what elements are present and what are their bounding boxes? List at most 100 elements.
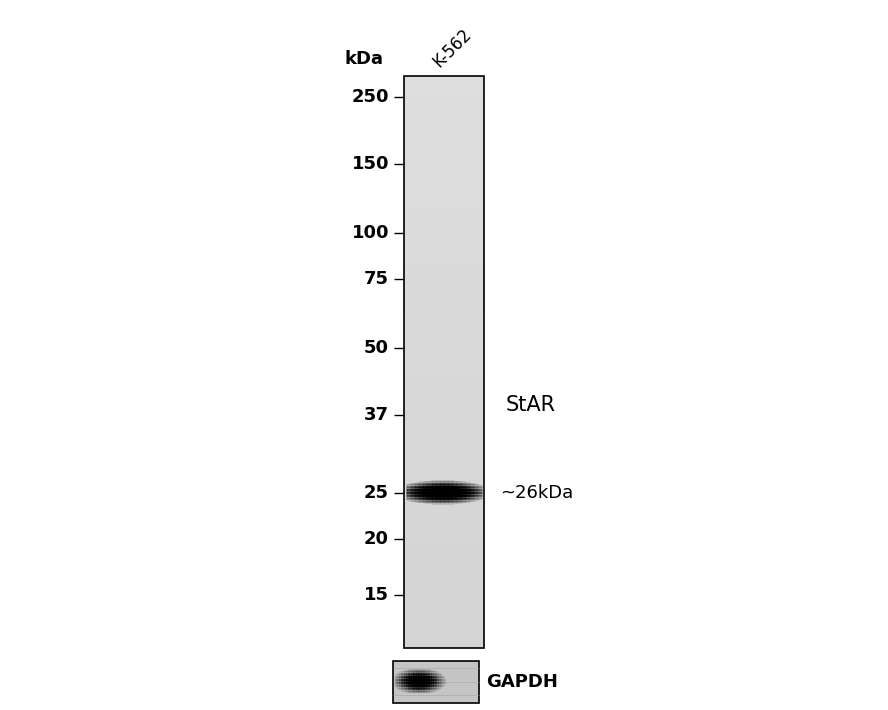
Bar bbox=[404, 224, 484, 226]
Bar bbox=[404, 494, 484, 496]
Text: 100: 100 bbox=[352, 224, 389, 242]
Bar bbox=[404, 242, 484, 244]
Bar bbox=[404, 112, 484, 114]
Bar bbox=[404, 278, 484, 280]
Bar bbox=[404, 509, 484, 511]
Bar bbox=[404, 125, 484, 127]
Bar bbox=[404, 351, 484, 353]
Bar bbox=[404, 322, 484, 324]
Bar bbox=[404, 230, 484, 232]
Bar bbox=[404, 614, 484, 616]
Bar bbox=[404, 114, 484, 116]
Bar bbox=[404, 469, 484, 471]
Bar bbox=[404, 343, 484, 345]
Bar bbox=[404, 198, 484, 200]
Bar bbox=[404, 567, 484, 568]
Bar bbox=[404, 205, 484, 207]
Text: 50: 50 bbox=[364, 339, 389, 357]
Bar bbox=[404, 116, 484, 118]
Bar bbox=[404, 391, 484, 393]
Bar bbox=[404, 99, 484, 101]
Bar bbox=[404, 160, 484, 162]
Text: StAR: StAR bbox=[506, 395, 556, 415]
Bar bbox=[404, 486, 484, 488]
Bar bbox=[404, 232, 484, 234]
Bar bbox=[404, 346, 484, 349]
Bar bbox=[404, 622, 484, 623]
Bar bbox=[404, 291, 484, 293]
Bar bbox=[404, 303, 484, 305]
Bar bbox=[404, 400, 484, 402]
Bar bbox=[404, 415, 484, 417]
Bar bbox=[404, 581, 484, 584]
Bar bbox=[404, 517, 484, 518]
Bar bbox=[404, 141, 484, 143]
Bar bbox=[404, 490, 484, 492]
Bar bbox=[404, 234, 484, 236]
Bar bbox=[404, 246, 484, 248]
Bar bbox=[404, 77, 484, 80]
Bar bbox=[404, 244, 484, 246]
Bar bbox=[404, 639, 484, 641]
Text: 37: 37 bbox=[364, 406, 389, 424]
Bar bbox=[404, 545, 484, 547]
Bar bbox=[404, 561, 484, 562]
Bar bbox=[404, 526, 484, 528]
Bar bbox=[404, 307, 484, 309]
Bar bbox=[404, 389, 484, 391]
Bar bbox=[404, 173, 484, 175]
Bar bbox=[404, 506, 484, 507]
Bar bbox=[404, 606, 484, 608]
Bar bbox=[404, 454, 484, 456]
Bar bbox=[404, 523, 484, 525]
Bar bbox=[404, 520, 484, 523]
Bar bbox=[404, 366, 484, 368]
Bar bbox=[404, 620, 484, 622]
Bar bbox=[404, 496, 484, 498]
Bar bbox=[404, 288, 484, 290]
Bar bbox=[404, 266, 484, 268]
Bar bbox=[404, 557, 484, 559]
Bar bbox=[404, 515, 484, 517]
Bar bbox=[404, 532, 484, 534]
Bar bbox=[404, 597, 484, 599]
Bar bbox=[404, 371, 484, 373]
Bar bbox=[404, 623, 484, 626]
Bar bbox=[404, 432, 484, 435]
Bar bbox=[404, 177, 484, 179]
Bar bbox=[404, 133, 484, 135]
Bar bbox=[404, 412, 484, 414]
Bar bbox=[404, 263, 484, 265]
Bar bbox=[404, 381, 484, 383]
Bar bbox=[404, 144, 484, 146]
Bar bbox=[404, 127, 484, 129]
Bar bbox=[404, 603, 484, 605]
Bar bbox=[404, 329, 484, 332]
Bar bbox=[404, 131, 484, 133]
Bar bbox=[404, 337, 484, 339]
Bar bbox=[404, 119, 484, 121]
Bar bbox=[404, 534, 484, 536]
Bar bbox=[404, 414, 484, 415]
Bar bbox=[404, 146, 484, 148]
Bar bbox=[404, 299, 484, 301]
Bar bbox=[404, 273, 484, 274]
Bar bbox=[404, 217, 484, 219]
Bar bbox=[404, 589, 484, 591]
Bar bbox=[404, 94, 484, 97]
Bar bbox=[404, 576, 484, 578]
Bar bbox=[404, 616, 484, 618]
Bar bbox=[404, 154, 484, 156]
Bar bbox=[404, 83, 484, 85]
Bar bbox=[404, 124, 484, 125]
Bar bbox=[404, 226, 484, 229]
Bar bbox=[404, 211, 484, 213]
Bar bbox=[404, 442, 484, 444]
Bar bbox=[404, 376, 484, 377]
Bar bbox=[404, 398, 484, 400]
Bar bbox=[404, 570, 484, 572]
Bar bbox=[404, 525, 484, 526]
Bar bbox=[404, 106, 484, 108]
Bar bbox=[404, 156, 484, 158]
Bar bbox=[404, 476, 484, 479]
